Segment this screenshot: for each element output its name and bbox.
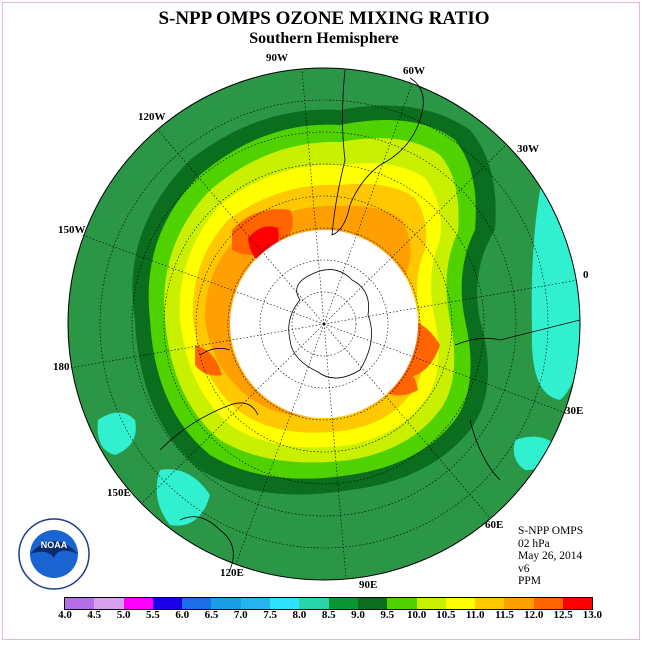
lon-label-60e: 60E xyxy=(485,519,503,531)
colorbar-tick-label: 10.5 xyxy=(436,609,456,621)
lon-label-60w: 60W xyxy=(403,65,425,77)
colorbar-swatch xyxy=(270,598,300,609)
colorbar-tick-label: 9.0 xyxy=(351,609,365,621)
colorbar-swatch xyxy=(416,598,446,609)
lon-label-90w: 90W xyxy=(266,52,288,64)
lon-label-0: 0 xyxy=(583,269,589,281)
lon-label-120e: 120E xyxy=(220,567,244,579)
colorbar-swatch xyxy=(94,598,124,609)
colorbar-swatch xyxy=(299,598,329,609)
colorbar-tick-label: 10.0 xyxy=(406,609,427,621)
lon-label-150w: 150W xyxy=(58,224,86,236)
map-title: S-NPP OMPS OZONE MIXING RATIO xyxy=(158,8,490,29)
colorbar-tick-label: 6.0 xyxy=(175,609,190,621)
colorbar-tick-label: 8.0 xyxy=(292,609,307,621)
colorbar-swatch xyxy=(357,598,388,609)
colorbar-tick-label: 13.0 xyxy=(582,609,603,621)
colorbar-swatch xyxy=(123,598,153,609)
info-block: S-NPP OMPS 02 hPa May 26, 2014 v6 PPM xyxy=(518,525,583,588)
colorbar-swatch xyxy=(445,598,476,609)
colorbar-swatch xyxy=(182,598,212,609)
colorbar-swatch xyxy=(533,598,564,609)
lon-label-150e: 150E xyxy=(107,487,131,499)
colorbar-swatch xyxy=(152,598,183,609)
colorbar-tick-label: 5.5 xyxy=(146,609,160,621)
noaa-logo: NOAA xyxy=(18,518,90,590)
logo-text: NOAA xyxy=(41,540,68,550)
info-instrument: S-NPP OMPS xyxy=(518,525,584,537)
colorbar-tick-label: 6.5 xyxy=(204,609,219,621)
colorbar-tick-label: 9.5 xyxy=(380,609,395,621)
colorbar-tick-label: 7.0 xyxy=(233,609,248,621)
lon-label-90e: 90E xyxy=(359,579,377,591)
coastlines xyxy=(159,69,581,571)
colorbar xyxy=(64,597,594,610)
info-version: v6 xyxy=(518,562,530,575)
colorbar-swatch xyxy=(65,598,95,609)
colorbar-tick-label: 7.5 xyxy=(263,609,277,621)
colorbar-tick-label: 5.0 xyxy=(116,609,131,621)
colorbar-swatch xyxy=(504,598,534,609)
colorbar-swatch xyxy=(328,598,358,609)
lon-label-30w: 30W xyxy=(517,143,539,155)
colorbar-tick-label: 4.5 xyxy=(87,609,102,621)
info-date: May 26, 2014 xyxy=(518,550,583,562)
colorbar-tick-label: 12.0 xyxy=(524,609,544,621)
colorbar-tick-label: 11.5 xyxy=(495,609,514,621)
map-subtitle: Southern Hemisphere xyxy=(249,30,399,47)
colorbar-tick-label: 12.5 xyxy=(553,609,573,621)
colorbar-swatch xyxy=(563,598,593,609)
lon-label-120w: 120W xyxy=(138,111,166,123)
colorbar-swatch xyxy=(475,598,505,609)
colorbar-tick-label: 8.5 xyxy=(321,609,336,621)
colorbar-swatch xyxy=(240,598,271,609)
info-level: 02 hPa xyxy=(518,537,550,550)
colorbar-ticks: 4.0 4.5 5.0 5.5 6.0 6.5 7.0 7.5 8.0 8.5 9.0 9.5 10.0… xyxy=(0,609,648,623)
lon-label-180: 180 xyxy=(53,361,70,373)
figure-frame xyxy=(2,2,640,640)
colorbar-swatch xyxy=(387,598,417,609)
colorbar-tick-label: 4.0 xyxy=(58,609,72,621)
colorbar-swatch xyxy=(211,598,241,609)
lon-label-30e: 30E xyxy=(565,405,583,417)
colorbar-tick-label: 11.0 xyxy=(465,609,485,621)
info-units: PPM xyxy=(518,575,542,587)
